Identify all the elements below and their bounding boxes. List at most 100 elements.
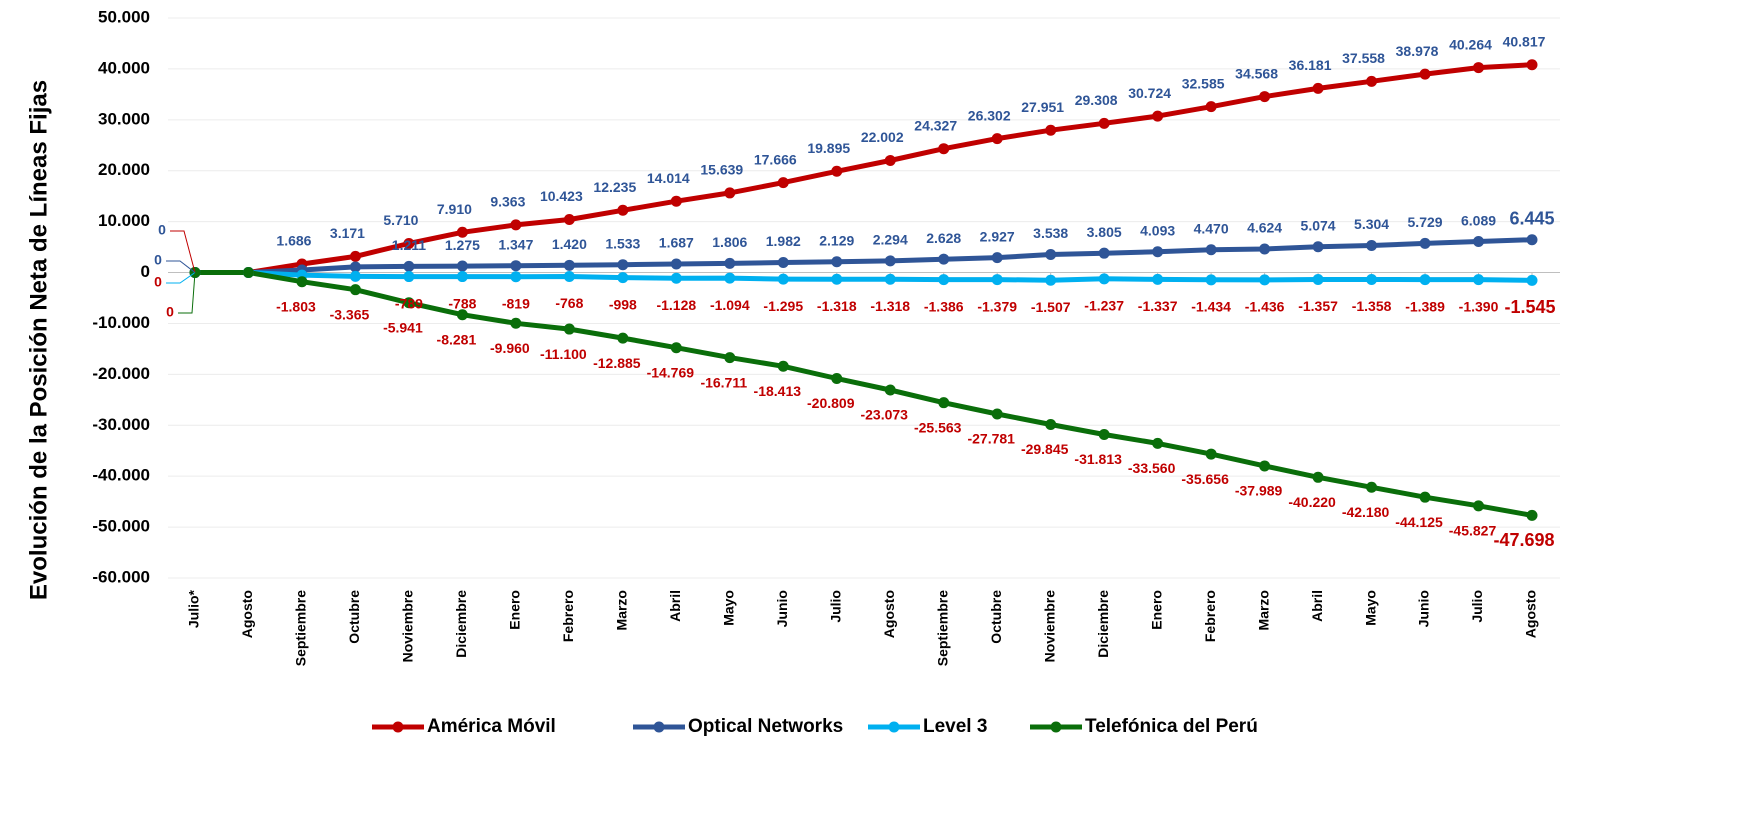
data-label: -16.711 xyxy=(700,374,747,390)
legend-label: América Móvil xyxy=(427,716,556,737)
data-label: 27.951 xyxy=(1021,99,1064,115)
data-label: -40.220 xyxy=(1288,494,1336,510)
data-point xyxy=(1419,491,1431,503)
data-label: 15.639 xyxy=(700,162,743,178)
data-label: 5.710 xyxy=(383,212,418,228)
data-label: -1.295 xyxy=(763,298,803,314)
data-point xyxy=(1098,247,1110,259)
data-point xyxy=(456,226,468,238)
data-point xyxy=(456,260,468,272)
data-point xyxy=(617,272,629,284)
y-tick-label: 20.000 xyxy=(98,160,150,179)
leader-line xyxy=(170,230,196,273)
data-point xyxy=(831,372,843,384)
legend-marker xyxy=(1050,721,1062,733)
x-tick-label: Mayo xyxy=(721,590,737,626)
data-label: -29.845 xyxy=(1021,441,1069,457)
data-point xyxy=(1526,274,1538,286)
data-label: 10.423 xyxy=(540,188,583,204)
data-label: -9.960 xyxy=(490,340,530,356)
data-point xyxy=(884,155,896,167)
data-point xyxy=(1312,273,1324,285)
data-point xyxy=(403,237,415,249)
data-point xyxy=(1419,274,1431,286)
data-point xyxy=(617,204,629,216)
data-label: 0 xyxy=(166,304,174,320)
data-label: 40.264 xyxy=(1449,36,1492,52)
data-point xyxy=(296,276,308,288)
y-tick-label: -10.000 xyxy=(92,313,150,332)
data-label: 2.927 xyxy=(980,228,1015,244)
data-point xyxy=(884,255,896,267)
data-point xyxy=(1259,243,1271,255)
data-point xyxy=(510,317,522,329)
data-point xyxy=(1366,273,1378,285)
data-point xyxy=(349,261,361,273)
x-tick-label: Mayo xyxy=(1362,590,1378,626)
data-label: 1.982 xyxy=(766,233,801,249)
data-label: 7.910 xyxy=(437,201,472,217)
data-label: 6.445 xyxy=(1509,208,1554,228)
data-point xyxy=(1152,273,1164,285)
data-label: -1.318 xyxy=(870,298,910,314)
data-label: -1.545 xyxy=(1504,297,1555,317)
data-point xyxy=(670,195,682,207)
data-point xyxy=(777,360,789,372)
data-label: -27.781 xyxy=(967,431,1015,447)
data-point xyxy=(1259,460,1271,472)
data-label: 0 xyxy=(158,222,166,238)
data-point xyxy=(1045,249,1057,261)
data-point xyxy=(563,323,575,335)
x-tick-label: Junio xyxy=(1416,590,1432,627)
data-label: 17.666 xyxy=(754,151,797,167)
data-point xyxy=(831,165,843,177)
data-label: -1.318 xyxy=(817,298,857,314)
data-point xyxy=(1205,101,1217,113)
data-label: 9.363 xyxy=(490,194,525,210)
data-label: -819 xyxy=(502,295,530,311)
x-tick-label: Noviembre xyxy=(400,590,416,663)
data-label: 1.686 xyxy=(276,233,311,249)
data-label: 1.806 xyxy=(712,234,747,250)
y-tick-label: -30.000 xyxy=(92,415,150,434)
data-point xyxy=(938,274,950,286)
data-point xyxy=(1098,117,1110,129)
data-point xyxy=(349,250,361,262)
data-point xyxy=(1366,75,1378,87)
data-point xyxy=(724,272,736,284)
data-label: 1.211 xyxy=(392,237,426,253)
data-point xyxy=(1098,429,1110,441)
data-label: -44.125 xyxy=(1395,514,1443,530)
data-point xyxy=(831,273,843,285)
data-label: 1.347 xyxy=(498,236,533,252)
data-label: -3.365 xyxy=(330,306,370,322)
data-label: 2.294 xyxy=(873,232,908,248)
leader-line xyxy=(166,260,196,273)
data-label: -1.389 xyxy=(1405,298,1445,314)
x-tick-label: Enero xyxy=(507,590,523,630)
data-label: -11.100 xyxy=(540,346,587,362)
leader-line xyxy=(166,272,196,284)
data-label: 1.533 xyxy=(605,235,640,251)
data-label: 14.014 xyxy=(647,170,690,186)
data-point xyxy=(1312,471,1324,483)
data-point xyxy=(1205,274,1217,286)
data-label: -23.073 xyxy=(860,407,908,423)
data-point xyxy=(991,274,1003,286)
data-label: -37.989 xyxy=(1235,483,1283,499)
y-tick-label: -60.000 xyxy=(92,567,150,586)
data-point xyxy=(1152,437,1164,449)
data-label: -1.803 xyxy=(276,298,316,314)
x-tick-label: Diciembre xyxy=(453,590,469,658)
legend-label: Optical Networks xyxy=(688,716,843,737)
x-tick-label: Octubre xyxy=(988,590,1004,644)
data-label: -1.379 xyxy=(977,298,1017,314)
data-point xyxy=(1473,236,1485,248)
x-tick-label: Octubre xyxy=(346,590,362,644)
data-label: -45.827 xyxy=(1449,523,1497,539)
data-label: -31.813 xyxy=(1074,451,1122,467)
data-label: -14.769 xyxy=(647,364,695,380)
x-tick-label: Septiembre xyxy=(293,590,309,666)
data-label: 3.171 xyxy=(330,225,365,241)
data-point xyxy=(510,260,522,272)
